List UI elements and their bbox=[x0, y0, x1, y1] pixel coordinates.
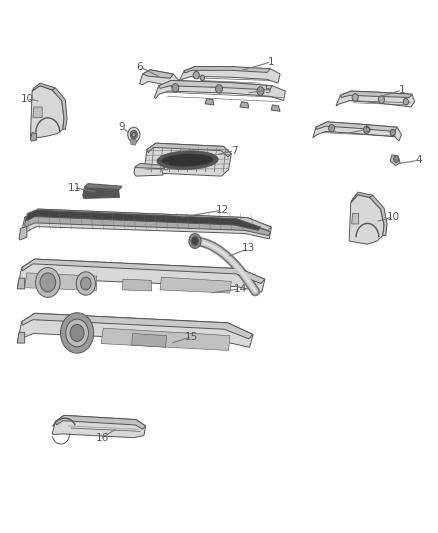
Circle shape bbox=[193, 71, 199, 79]
Circle shape bbox=[76, 272, 95, 295]
Text: 7: 7 bbox=[231, 146, 237, 156]
Text: 15: 15 bbox=[185, 332, 198, 342]
Circle shape bbox=[364, 126, 370, 134]
Polygon shape bbox=[147, 143, 231, 157]
Polygon shape bbox=[85, 183, 122, 189]
Polygon shape bbox=[134, 166, 163, 176]
Polygon shape bbox=[25, 214, 271, 236]
Text: 10: 10 bbox=[20, 93, 33, 103]
Ellipse shape bbox=[161, 154, 214, 167]
Text: 11: 11 bbox=[67, 183, 81, 193]
Polygon shape bbox=[390, 155, 400, 165]
Polygon shape bbox=[101, 328, 230, 351]
Polygon shape bbox=[25, 273, 97, 290]
Polygon shape bbox=[143, 70, 173, 78]
Circle shape bbox=[35, 268, 60, 297]
Circle shape bbox=[66, 319, 88, 347]
Polygon shape bbox=[313, 122, 402, 141]
Polygon shape bbox=[33, 107, 42, 118]
Text: 14: 14 bbox=[233, 284, 247, 294]
Circle shape bbox=[403, 99, 409, 105]
Polygon shape bbox=[316, 122, 397, 132]
Circle shape bbox=[60, 313, 94, 353]
Polygon shape bbox=[21, 259, 265, 284]
Polygon shape bbox=[340, 91, 412, 98]
Polygon shape bbox=[132, 334, 166, 348]
Polygon shape bbox=[19, 227, 27, 240]
Text: 13: 13 bbox=[242, 244, 255, 253]
Polygon shape bbox=[352, 213, 359, 224]
Polygon shape bbox=[154, 80, 286, 101]
Polygon shape bbox=[179, 67, 280, 83]
Polygon shape bbox=[122, 279, 152, 291]
Circle shape bbox=[70, 325, 84, 342]
Polygon shape bbox=[160, 277, 231, 293]
Text: 16: 16 bbox=[95, 433, 109, 443]
Polygon shape bbox=[272, 105, 280, 111]
Text: 8: 8 bbox=[162, 161, 169, 172]
Circle shape bbox=[81, 277, 91, 290]
Polygon shape bbox=[370, 195, 387, 236]
Circle shape bbox=[191, 237, 198, 245]
Polygon shape bbox=[26, 210, 261, 230]
Polygon shape bbox=[17, 333, 25, 343]
Circle shape bbox=[172, 84, 179, 92]
Circle shape bbox=[200, 75, 205, 80]
Circle shape bbox=[390, 130, 396, 136]
Polygon shape bbox=[145, 143, 231, 176]
Polygon shape bbox=[184, 67, 271, 73]
Text: 12: 12 bbox=[216, 205, 229, 215]
Polygon shape bbox=[21, 313, 253, 339]
Polygon shape bbox=[52, 415, 146, 438]
Text: 6: 6 bbox=[136, 62, 143, 71]
Circle shape bbox=[131, 131, 138, 139]
Polygon shape bbox=[32, 83, 55, 91]
Polygon shape bbox=[30, 133, 36, 141]
Polygon shape bbox=[17, 313, 253, 348]
Polygon shape bbox=[30, 86, 64, 139]
Circle shape bbox=[328, 125, 335, 132]
Polygon shape bbox=[240, 102, 249, 108]
Polygon shape bbox=[17, 259, 265, 292]
Polygon shape bbox=[135, 164, 164, 168]
Circle shape bbox=[128, 127, 140, 142]
Ellipse shape bbox=[157, 151, 218, 169]
Polygon shape bbox=[349, 195, 384, 244]
Polygon shape bbox=[140, 70, 179, 88]
Polygon shape bbox=[52, 88, 67, 130]
Text: 5: 5 bbox=[364, 124, 371, 134]
Circle shape bbox=[132, 133, 136, 137]
Text: 9: 9 bbox=[119, 122, 125, 132]
Polygon shape bbox=[55, 415, 146, 429]
Circle shape bbox=[394, 156, 399, 163]
Text: 10: 10 bbox=[387, 212, 400, 222]
Polygon shape bbox=[83, 187, 120, 198]
Text: 1: 1 bbox=[399, 85, 406, 95]
Text: 4: 4 bbox=[416, 155, 422, 165]
Circle shape bbox=[352, 94, 358, 101]
Polygon shape bbox=[25, 209, 272, 230]
Circle shape bbox=[257, 87, 264, 95]
Polygon shape bbox=[159, 80, 272, 90]
Polygon shape bbox=[205, 99, 214, 105]
Circle shape bbox=[40, 273, 56, 292]
Polygon shape bbox=[131, 139, 137, 146]
Circle shape bbox=[215, 85, 223, 93]
Polygon shape bbox=[351, 192, 373, 203]
Polygon shape bbox=[336, 91, 415, 107]
Text: 1: 1 bbox=[268, 57, 275, 67]
Text: 5: 5 bbox=[264, 85, 270, 95]
Polygon shape bbox=[20, 209, 272, 239]
Polygon shape bbox=[17, 278, 25, 289]
Circle shape bbox=[378, 96, 385, 103]
Circle shape bbox=[189, 233, 201, 248]
